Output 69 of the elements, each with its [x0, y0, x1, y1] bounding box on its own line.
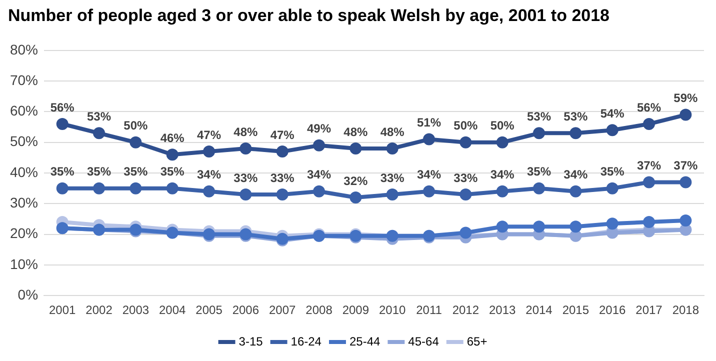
- x-tick-label: 2011: [416, 303, 442, 318]
- data-label: 56%: [636, 100, 662, 114]
- data-label: 33%: [380, 170, 405, 185]
- data-label: 48%: [234, 124, 258, 139]
- legend-label: 25-44: [349, 334, 381, 348]
- data-label: 37%: [636, 158, 662, 173]
- data-label: 34%: [490, 168, 515, 182]
- data-label: 33%: [270, 170, 295, 185]
- data-label: 35%: [600, 164, 625, 179]
- data-label: 34%: [306, 168, 332, 182]
- y-tick-label: 80%: [10, 41, 38, 58]
- y-tick-label: 20%: [10, 225, 38, 242]
- x-tick-label: 2004: [159, 303, 186, 318]
- data-label: 50%: [490, 118, 515, 133]
- data-label: 35%: [87, 164, 112, 179]
- x-tick-label: 2009: [342, 303, 370, 318]
- x-tick-label: 2016: [598, 303, 626, 318]
- legend-label: 3-15: [238, 334, 264, 348]
- data-label: 59%: [674, 91, 698, 106]
- x-tick-label: 2017: [636, 303, 663, 318]
- y-tick-label: 0%: [18, 286, 38, 302]
- data-label: 48%: [344, 124, 368, 139]
- x-tick-label: 2010: [378, 303, 406, 318]
- data-label: 53%: [564, 109, 588, 124]
- x-tick-label: 2015: [562, 303, 590, 318]
- x-tick-label: 2002: [86, 303, 113, 318]
- x-tick-label: 2003: [122, 303, 150, 318]
- data-label: 37%: [674, 158, 698, 173]
- data-label: 56%: [50, 100, 75, 114]
- data-label: 47%: [197, 128, 222, 142]
- y-tick-label: 10%: [10, 256, 38, 272]
- x-tick-label: 2008: [306, 303, 333, 318]
- data-label: 35%: [160, 164, 185, 179]
- x-tick-label: 2012: [452, 303, 480, 318]
- data-label: 33%: [234, 170, 258, 185]
- legend-label: 65+: [466, 334, 488, 348]
- chart-title: Number of people aged 3 or over able to speak Welsh by age, 2001 to 2018: [8, 6, 610, 26]
- data-label: 35%: [50, 164, 75, 179]
- data-label: 32%: [344, 174, 368, 188]
- data-label: 33%: [454, 170, 478, 185]
- y-tick-label: 50%: [10, 133, 38, 150]
- data-label: 50%: [454, 118, 478, 133]
- x-tick-label: 2007: [268, 303, 296, 318]
- legend-label: 16-24: [290, 334, 322, 348]
- x-tick-label: 2014: [526, 303, 553, 318]
- data-label: 46%: [160, 130, 185, 145]
- data-label: 34%: [416, 168, 442, 182]
- data-label: 50%: [124, 118, 148, 133]
- data-label: 35%: [526, 164, 552, 179]
- data-label: 49%: [306, 122, 332, 136]
- y-tick-label: 70%: [10, 72, 38, 88]
- y-tick-label: 30%: [10, 194, 38, 211]
- data-label: 53%: [526, 109, 552, 124]
- data-label: 34%: [197, 168, 222, 182]
- legend-label: 45-64: [408, 334, 440, 348]
- y-tick-label: 40%: [10, 164, 38, 180]
- data-label: 51%: [416, 116, 442, 130]
- data-label: 35%: [124, 164, 148, 179]
- data-label: 54%: [600, 106, 625, 120]
- x-tick-label: 2005: [196, 303, 223, 318]
- x-tick-label: 2006: [232, 303, 260, 318]
- y-tick-label: 60%: [10, 102, 38, 119]
- x-tick-label: 2001: [49, 303, 76, 318]
- data-label: 47%: [270, 128, 295, 142]
- x-tick-label: 2018: [672, 303, 700, 318]
- data-label: 34%: [564, 168, 588, 182]
- data-label: 48%: [380, 124, 405, 139]
- data-label: 53%: [87, 109, 112, 124]
- x-tick-label: 2013: [488, 303, 516, 318]
